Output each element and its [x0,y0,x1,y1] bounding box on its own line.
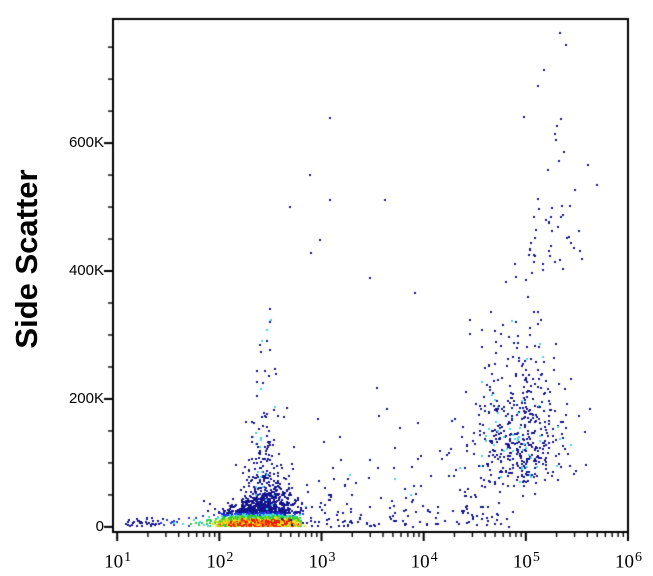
x-tick-label: 103 [308,550,336,573]
y-tick-label: 200K [68,389,104,407]
x-tick-label: 104 [410,550,438,573]
y-tick-label: 0 [95,517,104,535]
x-tick-label: 102 [206,550,234,573]
y-tick-label: 600K [68,134,104,152]
y-axis-title: Side Scatter [9,169,44,349]
x-tick-label: 105 [512,550,540,573]
x-tick-label: 106 [615,550,642,573]
x-tick-label: 101 [104,550,132,573]
y-tick-label: 400K [68,262,104,280]
